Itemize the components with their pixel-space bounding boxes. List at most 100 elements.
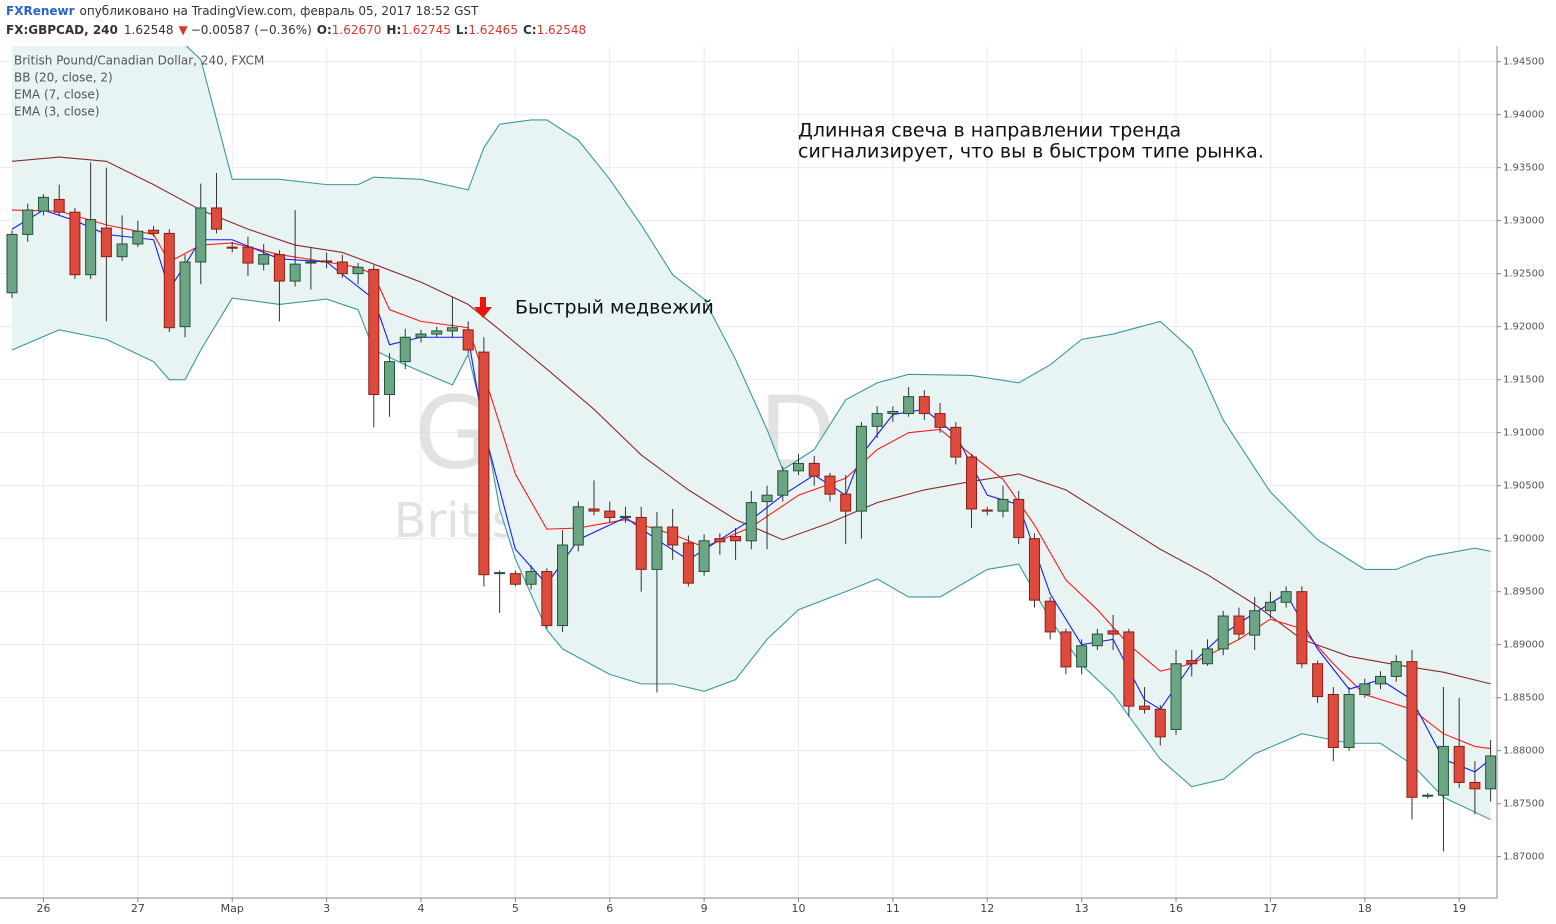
candle-body [336, 261, 348, 275]
candle-body [997, 498, 1009, 512]
annotation: Быстрый медвежий [515, 297, 714, 319]
candle-body [478, 351, 490, 576]
candle-body [1343, 693, 1355, 748]
open-value: 1.62670 [332, 23, 382, 37]
change: −0.00587 (−0.36%) [191, 23, 312, 37]
header-line-2: FX:GBPCAD, 240 1.62548 ▼ −0.00587 (−0.36%) O… [6, 23, 586, 37]
candle-body [1091, 633, 1103, 647]
candle-body [100, 227, 112, 258]
x-tick-label: 5 [512, 902, 519, 915]
candle-body [682, 542, 694, 584]
candle-body [1076, 645, 1088, 668]
candle-body [887, 410, 899, 415]
candle-body [934, 413, 946, 428]
candle-body [777, 470, 789, 496]
candle-body [1201, 648, 1213, 665]
symbol-title: British Pound/Canadian Dollar, 240, FXCM [14, 54, 264, 68]
candle-body [195, 207, 207, 263]
candle-body [509, 573, 521, 585]
candle-body [242, 246, 254, 264]
candle-body [635, 516, 647, 570]
high-label: H: [386, 23, 401, 37]
candle-body [1186, 660, 1198, 665]
x-tick-label: 12 [980, 902, 994, 915]
y-tick-label: 1.89000 [1503, 640, 1544, 651]
candle-body [698, 540, 710, 573]
annotation: Длинная свеча в направлении тренда [798, 120, 1181, 142]
candle-body [321, 260, 333, 263]
candle-body [1107, 630, 1119, 635]
x-tick-label: 4 [417, 902, 424, 915]
y-tick-label: 1.89500 [1503, 587, 1544, 598]
axes: 1.87000 1.87500 1.88000 1.88500 1.89000 1.895… [36, 57, 1544, 915]
x-tick-label: 27 [131, 902, 145, 915]
candle-body [1406, 661, 1418, 798]
close-value: 1.62548 [537, 23, 587, 37]
candle-body [1453, 745, 1465, 783]
legend-entry: BB (20, close, 2) [14, 71, 113, 85]
candle-body [824, 475, 836, 495]
candle-body [1249, 610, 1261, 636]
candle-body [1422, 794, 1434, 797]
candle-body [1139, 705, 1151, 710]
candle-body [1390, 661, 1402, 677]
candle-body [1154, 708, 1166, 738]
high-value: 1.62745 [401, 23, 451, 37]
candle-body [1327, 693, 1339, 748]
author[interactable]: FXRenewr [6, 4, 75, 18]
y-tick-label: 1.91000 [1503, 428, 1544, 439]
x-tick-label: 9 [701, 902, 708, 915]
candle-body [53, 198, 65, 213]
x-tick-label: 16 [1169, 902, 1183, 915]
candle-body [494, 572, 506, 575]
candles [6, 162, 1497, 852]
candle-body [462, 329, 474, 351]
y-tick-label: 1.87500 [1503, 799, 1544, 810]
candle-body [730, 536, 742, 542]
candle-body [745, 502, 757, 542]
candle-body [793, 462, 804, 472]
y-tick-label: 1.93500 [1503, 163, 1544, 174]
candle-body [415, 333, 427, 338]
low-value: 1.62465 [468, 23, 518, 37]
candle-body [1233, 615, 1245, 635]
candle-body [808, 462, 820, 477]
x-tick-label: 10 [792, 902, 806, 915]
candle-body [446, 327, 458, 332]
candle-body [572, 506, 584, 546]
x-tick-label: 13 [1075, 902, 1089, 915]
candle-body [871, 413, 883, 427]
symbol: FX:GBPCAD, 240 [6, 23, 118, 37]
candle-body [399, 336, 411, 363]
candle-body [903, 396, 915, 415]
candle-body [981, 509, 993, 512]
candle-body [1469, 781, 1481, 790]
candle-body [1437, 745, 1449, 796]
candle-body [761, 494, 773, 503]
y-tick-label: 1.87000 [1503, 852, 1544, 863]
candle-body [966, 456, 978, 510]
candle-body [1217, 615, 1229, 650]
candle-body [37, 196, 49, 212]
price: 1.62548 [124, 23, 174, 37]
y-tick-label: 1.90000 [1503, 534, 1544, 545]
legend-entry: EMA (7, close) [14, 88, 100, 102]
candle-body [1312, 663, 1324, 698]
bb-upper [185, 46, 1491, 570]
candle-body [179, 261, 191, 328]
y-tick-label: 1.88000 [1503, 746, 1544, 757]
x-tick-label: 3 [323, 902, 330, 915]
indicators [11, 46, 1491, 821]
y-tick-label: 1.91500 [1503, 375, 1544, 386]
candle-body [6, 233, 18, 294]
y-tick-label: 1.92000 [1503, 322, 1544, 333]
candle-body [525, 571, 537, 585]
candle-body [1123, 631, 1135, 707]
candle-body [1485, 755, 1497, 790]
candle-body [667, 526, 679, 546]
open-label: O: [317, 23, 332, 37]
candle-body [384, 361, 396, 396]
candle-body [588, 508, 600, 512]
change-arrow: ▼ [179, 23, 189, 37]
